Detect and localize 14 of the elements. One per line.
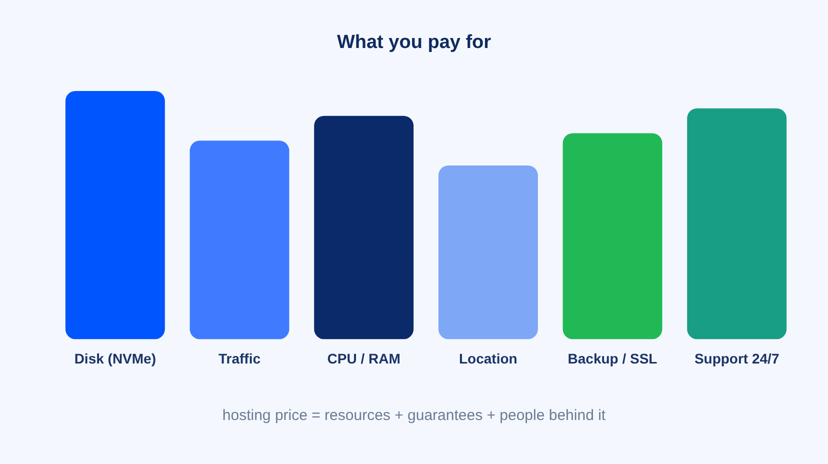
x-tick-label: Location	[458, 350, 518, 366]
x-tick-label: Disk (NVMe)	[74, 350, 156, 366]
chart-title: What you pay for	[336, 32, 492, 54]
x-tick-label: Backup / SSL	[568, 350, 658, 366]
bar	[562, 133, 662, 340]
bar	[687, 108, 787, 340]
x-tick-label: Support 24/7	[694, 350, 780, 366]
x-tick-label: Traffic	[218, 350, 261, 366]
bar	[314, 116, 414, 340]
x-tick-label: CPU / RAM	[327, 350, 400, 366]
bar	[438, 165, 538, 340]
bar	[190, 140, 290, 340]
bar	[65, 91, 165, 340]
text: hosting price = resources + guarantees + people behind it	[222, 407, 606, 424]
